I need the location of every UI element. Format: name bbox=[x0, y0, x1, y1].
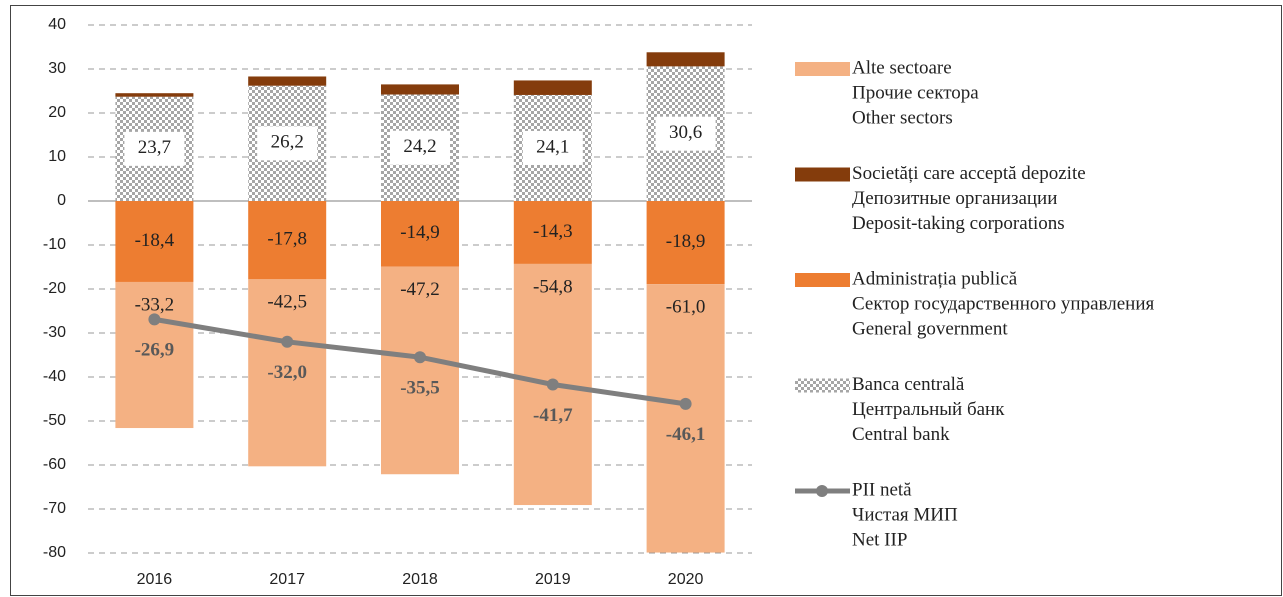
data-label: 23,7 bbox=[138, 137, 171, 158]
data-label: -33,2 bbox=[135, 294, 175, 315]
line-point bbox=[148, 313, 161, 326]
legend-label: PII netă bbox=[852, 479, 912, 500]
bar bbox=[248, 76, 327, 86]
bar bbox=[513, 201, 592, 264]
y-tick-label: 30 bbox=[48, 60, 66, 77]
legend-swatch bbox=[795, 378, 850, 393]
label-box bbox=[522, 130, 583, 165]
data-label: 24,1 bbox=[536, 136, 569, 157]
legend-label: Other sectors bbox=[852, 107, 953, 128]
data-label: -14,9 bbox=[400, 222, 440, 243]
data-label: 26,2 bbox=[271, 132, 304, 153]
data-label: -14,3 bbox=[533, 221, 573, 242]
y-tick-label: -50 bbox=[43, 412, 66, 429]
data-label: -18,9 bbox=[666, 231, 706, 252]
x-tick-label: 2018 bbox=[402, 571, 438, 588]
bar bbox=[646, 284, 725, 553]
line-point bbox=[414, 351, 426, 364]
data-label: -46,1 bbox=[666, 424, 706, 445]
data-label: 24,2 bbox=[403, 136, 436, 157]
y-tick-label: -70 bbox=[43, 500, 66, 517]
line-point bbox=[281, 335, 294, 348]
legend-label: Чистая МИП bbox=[852, 504, 958, 525]
y-tick-label: -40 bbox=[43, 368, 66, 385]
line-point bbox=[679, 397, 692, 410]
legend-label: Alte sectoare bbox=[852, 57, 952, 78]
legend-label: Banca centrală bbox=[852, 374, 965, 395]
x-tick-label: 2017 bbox=[269, 571, 305, 588]
bar bbox=[248, 201, 327, 280]
data-label: 30,6 bbox=[669, 122, 702, 143]
legend-label: Net IIP bbox=[852, 529, 907, 550]
legend-label: Societăți care acceptă depozite bbox=[852, 163, 1086, 184]
legend-label: Central bank bbox=[852, 424, 950, 445]
data-label: -54,8 bbox=[533, 276, 573, 297]
data-label: -26,9 bbox=[135, 340, 175, 361]
line-point bbox=[546, 378, 559, 391]
data-label: -41,7 bbox=[533, 405, 573, 426]
legend-swatch bbox=[816, 485, 828, 497]
bar bbox=[646, 52, 725, 67]
data-label: -17,8 bbox=[267, 229, 307, 250]
bar bbox=[115, 201, 194, 282]
y-tick-label: -30 bbox=[43, 324, 66, 341]
legend-label: Deposit-taking corporations bbox=[852, 213, 1065, 234]
bar bbox=[646, 201, 725, 285]
y-tick-label: -60 bbox=[43, 456, 66, 473]
legend-label: Прочие сектора bbox=[852, 82, 979, 103]
bar bbox=[381, 266, 459, 475]
label-box bbox=[257, 126, 318, 161]
label-box bbox=[655, 116, 716, 151]
data-label: -42,5 bbox=[267, 292, 307, 313]
legend-label: Центральный банк bbox=[852, 399, 1005, 420]
y-tick-label: 10 bbox=[48, 148, 66, 165]
frame bbox=[10, 5, 1282, 596]
label-box bbox=[124, 131, 185, 166]
legend-label: Administrația publică bbox=[852, 268, 1018, 289]
x-tick-label: 2016 bbox=[137, 571, 173, 588]
legend-swatch bbox=[795, 273, 850, 287]
y-tick-label: 20 bbox=[48, 104, 66, 121]
x-tick-label: 2019 bbox=[535, 571, 571, 588]
data-label: -47,2 bbox=[400, 279, 440, 300]
y-tick-label: -10 bbox=[43, 236, 66, 253]
y-tick-label: 40 bbox=[48, 16, 66, 33]
legend-label: General government bbox=[852, 318, 1008, 339]
bar bbox=[248, 279, 327, 467]
bar bbox=[381, 84, 459, 95]
bar bbox=[381, 201, 459, 267]
legend-swatch bbox=[795, 167, 850, 182]
data-label: -35,5 bbox=[400, 378, 440, 399]
data-label: -61,0 bbox=[666, 297, 706, 318]
x-tick-label: 2020 bbox=[668, 571, 704, 588]
legend-swatch bbox=[795, 62, 850, 76]
y-tick-label: -20 bbox=[43, 280, 66, 297]
label-box bbox=[390, 130, 450, 165]
data-label: -18,4 bbox=[135, 230, 175, 251]
bar bbox=[115, 93, 194, 97]
legend-label: Депозитные организации bbox=[852, 188, 1057, 209]
bar bbox=[513, 80, 592, 95]
legend-label: Сектор государственного управления bbox=[852, 293, 1155, 314]
y-tick-label: -80 bbox=[43, 544, 66, 561]
bar bbox=[115, 281, 194, 429]
y-tick-label: 0 bbox=[57, 192, 66, 209]
data-label: -32,0 bbox=[267, 362, 307, 383]
